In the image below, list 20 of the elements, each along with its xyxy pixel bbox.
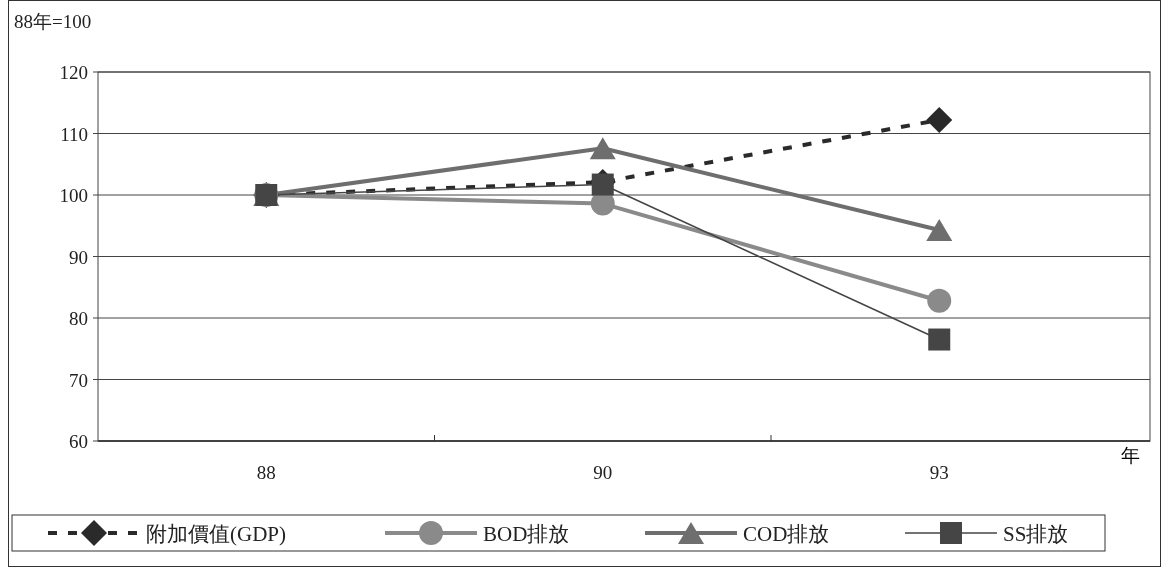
legend-label: BOD排放 [483,522,570,546]
point [928,328,951,351]
y-tick-label: 100 [59,185,88,206]
legend-label: COD排放 [743,522,830,546]
y-tick-label: 120 [59,62,88,83]
legend-label: SS排放 [1003,522,1069,546]
point [591,173,614,196]
x-tick-label: 93 [929,462,949,483]
legend-label: 附加價值(GDP) [146,522,286,546]
y-tick-label: 110 [60,123,88,145]
x-axis-title: 年 [1120,445,1140,466]
y-axis-title: 88年=100 [14,11,92,32]
y-tick-label: 90 [69,246,88,268]
x-tick-label: 90 [593,462,613,483]
point [927,288,952,313]
y-tick-label: 70 [69,369,88,391]
y-tick-label: 60 [69,431,88,452]
y-tick-label: 80 [69,308,88,329]
x-tick-label: 88 [256,462,276,483]
point [926,106,953,133]
